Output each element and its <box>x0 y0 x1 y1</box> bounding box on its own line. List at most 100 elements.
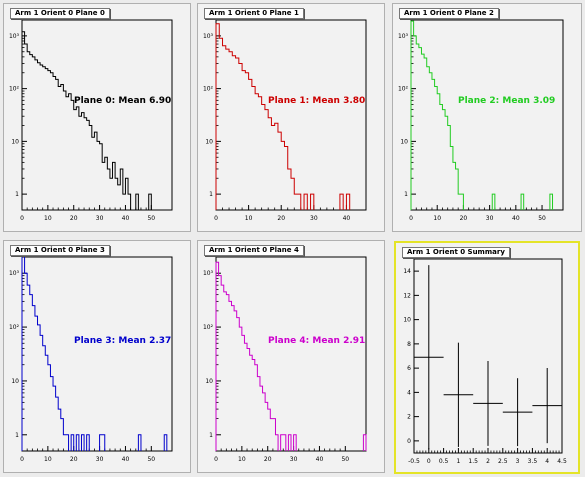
x-tick-label: 30 <box>486 215 494 222</box>
data-point <box>532 368 562 444</box>
histogram-line <box>21 251 168 451</box>
plot-title: Arm 1 Orient 0 Plane 2 <box>399 8 499 19</box>
x-tick-label: 0.5 <box>439 458 449 465</box>
data-point <box>414 265 444 450</box>
y-tick-label: 10³ <box>9 270 20 277</box>
x-tick-label: 20 <box>460 215 468 222</box>
y-tick-label: 10³ <box>203 33 214 40</box>
data-point <box>502 378 533 447</box>
x-tick-label: 2.5 <box>498 458 508 465</box>
y-tick-label: 10³ <box>203 270 214 277</box>
x-tick-label: 40 <box>122 456 130 463</box>
x-tick-label: 10 <box>433 215 441 222</box>
x-tick-label: 10 <box>44 215 52 222</box>
plot-svg: 0 10 20 30 40 50 1 10 10² 10³ <box>203 256 367 463</box>
plot-pad-2[interactable]: 0 10 20 30 40 50 1 10 10² 10³ Plane 2: Mean 3.09 Ar… <box>392 3 582 232</box>
y-tick-label: 0 <box>407 438 411 445</box>
plot-frame <box>215 19 367 211</box>
x-tick-label: 20 <box>264 456 272 463</box>
y-tick-label: 10 <box>403 317 411 324</box>
mean-label: Plane 0: Mean 6.90 <box>74 96 172 106</box>
plot-svg: 0 10 20 30 40 50 1 10 10² 10³ <box>9 19 173 222</box>
mean-label: Plane 3: Mean 2.37 <box>74 336 172 346</box>
histogram-line <box>21 31 152 210</box>
plot-svg: 0 10 20 30 40 50 1 10 10² 10³ <box>398 19 564 222</box>
x-tick-label: 50 <box>341 456 349 463</box>
x-tick-label: 40 <box>316 456 324 463</box>
y-tick-label: 4 <box>407 389 411 396</box>
data-point <box>473 360 503 446</box>
x-tick-label: 40 <box>122 215 130 222</box>
plot-pad-3[interactable]: 0 10 20 30 40 50 1 10 10² 10³ Plane 3: Mean 2.37 Ar… <box>3 240 191 473</box>
plot-frame <box>215 256 367 452</box>
x-tick-label: 2 <box>486 458 490 465</box>
x-tick-label: 0 <box>214 215 218 222</box>
plot-frame <box>410 19 564 211</box>
plot-title: Arm 1 Orient 0 Summary <box>402 247 510 258</box>
histogram-line <box>410 20 554 210</box>
x-tick-label: 0 <box>20 215 24 222</box>
x-tick-label: 0 <box>427 458 431 465</box>
x-tick-label: 10 <box>44 456 52 463</box>
y-tick-label: 1 <box>15 432 19 439</box>
y-tick-label: 10 <box>11 138 19 145</box>
x-tick-label: 30 <box>310 215 318 222</box>
data-point <box>443 342 474 447</box>
x-tick-label: 40 <box>512 215 520 222</box>
histogram-line <box>215 261 367 451</box>
plot-title: Arm 1 Orient 0 Plane 0 <box>10 8 110 19</box>
x-tick-label: 20 <box>70 456 78 463</box>
plot-pad-0[interactable]: 0 10 20 30 40 50 1 10 10² 10³ Plane 0: Mean 6.90 Ar… <box>3 3 191 232</box>
y-tick-label: 10 <box>205 138 213 145</box>
x-tick-label: 3.5 <box>528 458 538 465</box>
plot-pad-4[interactable]: 0 10 20 30 40 50 1 10 10² 10³ Plane 4: Mean 2.91 Ar… <box>197 240 385 473</box>
x-tick-label: 0 <box>214 456 218 463</box>
x-tick-label: 30 <box>96 215 104 222</box>
y-tick-label: 10² <box>203 324 214 331</box>
y-tick-label: 10³ <box>398 33 409 40</box>
x-tick-label: 20 <box>277 215 285 222</box>
y-tick-label: 12 <box>403 292 411 299</box>
y-tick-label: 10³ <box>9 33 20 40</box>
x-tick-label: 30 <box>290 456 298 463</box>
y-tick-label: 14 <box>403 268 411 275</box>
plot-svg: 0 10 20 30 40 50 1 10 10² 10³ <box>9 251 173 463</box>
x-tick-label: -0.5 <box>408 458 420 465</box>
x-tick-label: 1 <box>456 458 460 465</box>
y-tick-label: 1 <box>15 191 19 198</box>
y-tick-label: 1 <box>209 432 213 439</box>
y-tick-label: 10 <box>11 378 19 385</box>
y-tick-label: 10² <box>203 86 214 93</box>
x-tick-label: 3 <box>516 458 520 465</box>
y-tick-label: 8 <box>407 341 411 348</box>
y-tick-label: 2 <box>407 414 411 421</box>
x-tick-label: 50 <box>147 456 155 463</box>
y-tick-label: 10² <box>9 324 20 331</box>
plot-title: Arm 1 Orient 0 Plane 1 <box>204 8 304 19</box>
plot-svg: 0 10 20 30 40 1 10 10² 10³ <box>203 19 367 222</box>
x-tick-label: 4 <box>545 458 549 465</box>
plot-svg: -0.5 0 0.5 1 1.5 2 2.5 3 3.5 4 4.5 0 2 4 6 8 10 12 14 <box>403 258 567 465</box>
y-tick-label: 6 <box>407 365 411 372</box>
y-tick-label: 10 <box>400 138 408 145</box>
x-tick-label: 0 <box>20 456 24 463</box>
y-tick-label: 1 <box>209 191 213 198</box>
x-tick-label: 40 <box>343 215 351 222</box>
y-tick-label: 10² <box>398 86 409 93</box>
plot-frame <box>21 19 173 211</box>
histogram-line <box>215 23 351 210</box>
x-tick-label: 20 <box>70 215 78 222</box>
x-tick-label: 4.5 <box>557 458 567 465</box>
x-tick-label: 10 <box>245 215 253 222</box>
plot-pad-1[interactable]: 0 10 20 30 40 1 10 10² 10³ Plane 1: Mean 3.80 Arm … <box>197 3 385 232</box>
x-tick-label: 50 <box>147 215 155 222</box>
plot-frame <box>21 256 173 452</box>
mean-label: Plane 2: Mean 3.09 <box>458 96 556 106</box>
plot-title: Arm 1 Orient 0 Plane 4 <box>204 245 304 256</box>
x-tick-label: 0 <box>409 215 413 222</box>
x-tick-label: 1.5 <box>468 458 478 465</box>
x-tick-label: 10 <box>238 456 246 463</box>
x-tick-label: 30 <box>96 456 104 463</box>
plot-pad-5[interactable]: -0.5 0 0.5 1 1.5 2 2.5 3 3.5 4 4.5 0 2 4 6 8 10 12 14 Arm 1… <box>394 241 580 474</box>
x-tick-label: 50 <box>538 215 546 222</box>
